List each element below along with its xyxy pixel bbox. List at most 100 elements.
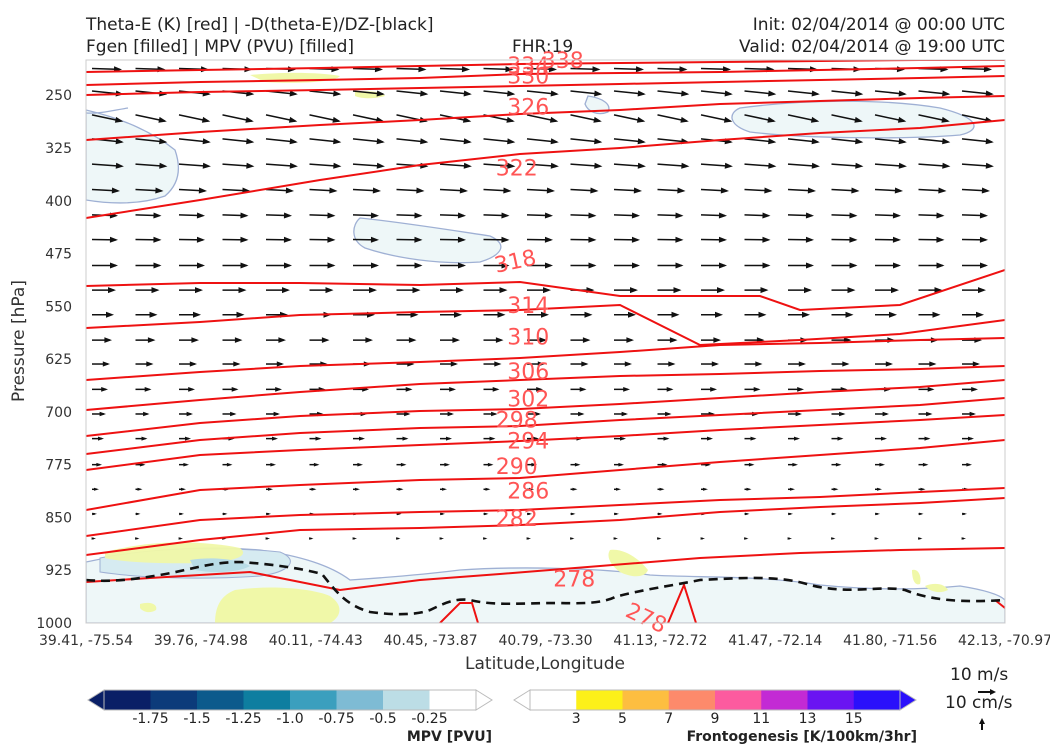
- wind-vector-head: [613, 537, 618, 540]
- colorbar-swatch: [383, 690, 430, 710]
- wind-vector-head: [332, 116, 341, 123]
- wind-vector-head: [102, 361, 110, 367]
- wind-vector-head: [927, 387, 935, 392]
- wind-vector-head: [202, 162, 211, 169]
- x-tick-label: 42.13, -70.97: [958, 633, 1050, 649]
- wind-vector-head: [929, 361, 937, 367]
- wind-vector-head: [101, 387, 108, 392]
- wind-vector-head: [594, 90, 603, 97]
- wind-vector-head: [584, 311, 593, 318]
- wind-vector-head: [402, 436, 409, 441]
- title-line-1: Theta-E (K) [red] | -D(theta-E)/DZ-[blac…: [86, 15, 434, 35]
- wind-vector-head: [978, 287, 986, 294]
- wind-vector-head: [802, 311, 810, 318]
- colorbar-extend-left: [513, 689, 531, 711]
- y-tick-label: 775: [45, 458, 72, 474]
- wind-vector-head: [718, 236, 727, 243]
- wind-vector-head: [492, 387, 500, 392]
- wind-vector-head: [724, 90, 733, 97]
- colorbar-swatch: [197, 690, 244, 710]
- wind-vector-head: [675, 262, 684, 269]
- wind-vector-head: [483, 537, 488, 540]
- x-tick-label: 39.41, -75.54: [39, 633, 133, 649]
- wind-vector-head: [313, 462, 320, 467]
- wind-vector-head: [222, 512, 228, 516]
- colorbar-tick-label: 3: [572, 711, 581, 727]
- wind-vector-head: [855, 162, 864, 169]
- theta-e-contour-label: 334: [507, 54, 549, 79]
- wind-vector-head: [854, 116, 863, 123]
- wind-vector-head: [669, 337, 678, 343]
- wind-vector-head: [707, 436, 713, 441]
- wind-vector-head: [198, 187, 207, 194]
- wind-vector-head: [788, 512, 793, 516]
- wind-vector-head: [875, 512, 880, 516]
- wind-vector-head: [675, 236, 684, 243]
- wind-vector-head: [845, 311, 854, 318]
- wind-vector-head: [934, 287, 943, 294]
- wind-vector-head: [807, 187, 816, 194]
- wind-vector-head: [357, 462, 363, 467]
- wind-vector-head: [539, 337, 547, 343]
- wind-vector-head: [920, 487, 926, 491]
- plot-frame: [85, 59, 1006, 624]
- wind-vector-head: [795, 411, 802, 417]
- wind-vector-head: [414, 262, 423, 269]
- x-tick-label: 40.45, -73.87: [384, 633, 478, 649]
- wind-vector-head: [189, 361, 197, 367]
- wind-vector-head: [459, 187, 468, 194]
- wind-key-horizontal-arrowhead: [990, 689, 996, 695]
- wind-vector-head: [240, 236, 249, 243]
- wind-vector-head: [966, 462, 972, 467]
- wind-vector-head: [720, 187, 729, 194]
- colorbar-tick-label: -0.5: [369, 711, 396, 727]
- wind-vector-head: [412, 287, 421, 294]
- wind-vector-head: [768, 138, 777, 145]
- wind-vector-head: [713, 337, 721, 343]
- wind-vector-head: [527, 512, 532, 516]
- wind-vector-head: [418, 66, 427, 73]
- wind-vector-head: [926, 411, 933, 417]
- wind-vector-head: [230, 411, 237, 417]
- wind-vector-head: [376, 138, 385, 145]
- wind-vector-head: [94, 487, 99, 491]
- wind-vector-head: [98, 436, 104, 441]
- wind-vector-head: [897, 116, 907, 123]
- wind-vector-head: [372, 187, 381, 194]
- wind-vector-head: [581, 361, 589, 367]
- wind-vector-head: [898, 138, 907, 145]
- wind-vector-head: [898, 162, 907, 169]
- theta-e-contour-line: [86, 379, 1005, 437]
- wind-vector-head: [968, 436, 974, 441]
- wind-vector-head: [797, 387, 804, 392]
- wind-vector-head: [405, 387, 413, 392]
- wind-vector-head: [233, 361, 241, 367]
- y-tick-label: 250: [45, 88, 72, 104]
- theta-e-contour-line: [86, 303, 1005, 347]
- wind-vector-head: [507, 162, 516, 169]
- wind-vector-head: [768, 162, 777, 169]
- wind-vector-head: [333, 138, 342, 145]
- wind-vector-head: [309, 537, 314, 540]
- wind-vector-head: [447, 411, 454, 417]
- wind-vector-head: [879, 462, 885, 467]
- wind-vector-head: [238, 287, 247, 294]
- x-tick-label: 41.80, -71.56: [843, 633, 937, 649]
- wind-vector-head: [457, 236, 466, 243]
- wind-vector-head: [755, 361, 763, 367]
- wind-vector-head: [185, 436, 191, 441]
- wind-vector-head: [574, 462, 581, 467]
- wind-vector-head: [231, 387, 239, 392]
- wind-vector-head: [270, 462, 276, 467]
- wind-vector-head: [668, 361, 676, 367]
- theta-e-contour-label: 338: [542, 49, 584, 74]
- colorbar-swatch: [668, 690, 716, 710]
- wind-vector-head: [440, 512, 445, 516]
- wind-vector-head: [414, 212, 423, 219]
- wind-vector-head: [810, 116, 820, 123]
- wind-vector-head: [588, 236, 597, 243]
- y-tick-label: 700: [45, 405, 72, 421]
- colorbar-tick-label: 9: [711, 711, 720, 727]
- wind-vector-head: [149, 311, 158, 318]
